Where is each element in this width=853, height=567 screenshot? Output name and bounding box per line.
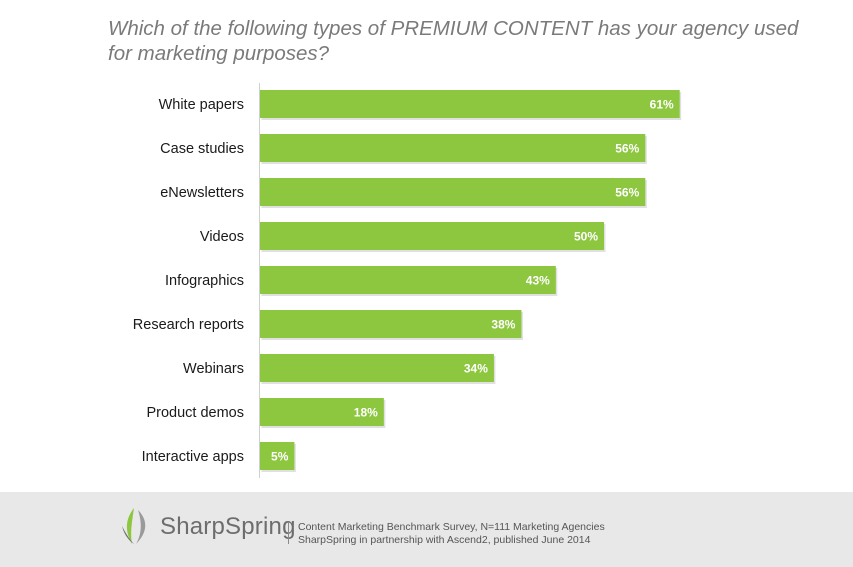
bar [260,442,295,470]
bar [260,178,646,206]
category-label: Product demos [146,405,244,421]
bar [260,266,556,294]
source-note: Content Marketing Benchmark Survey, N=11… [298,521,605,547]
value-label: 56% [615,142,639,156]
value-label: 5% [271,450,289,464]
bar [260,134,646,162]
source-line-1: Content Marketing Benchmark Survey, N=11… [298,521,605,533]
value-label: 43% [526,274,550,288]
value-label: 56% [615,186,639,200]
bar-chart: White papers 61% Case studies 56% eNewslette… [133,83,682,478]
bar [260,354,494,382]
category-label: Interactive apps [142,449,244,465]
value-label: 61% [650,98,674,112]
value-label: 34% [464,362,488,376]
category-label: Case studies [160,141,244,157]
category-label: Videos [200,229,244,245]
source-line-2: SharpSpring in partnership with Ascend2,… [298,534,591,546]
sharpspring-logo-icon [122,508,146,544]
category-label: Infographics [165,273,244,289]
footer: SharpSpring Content Marketing Benchmark … [0,492,853,567]
brand-name: SharpSpring [160,513,296,540]
bar [260,310,522,338]
bar [260,398,384,426]
bar [260,90,680,118]
value-label: 50% [574,230,598,244]
chart-title: Which of the following types of PREMIUM … [108,17,799,65]
bar [260,222,604,250]
category-label: Webinars [183,361,244,377]
footer-divider [288,522,289,544]
category-label: White papers [159,97,244,113]
value-label: 18% [354,406,378,420]
category-label: Research reports [133,317,244,333]
category-label: eNewsletters [160,185,244,201]
value-label: 38% [491,318,515,332]
